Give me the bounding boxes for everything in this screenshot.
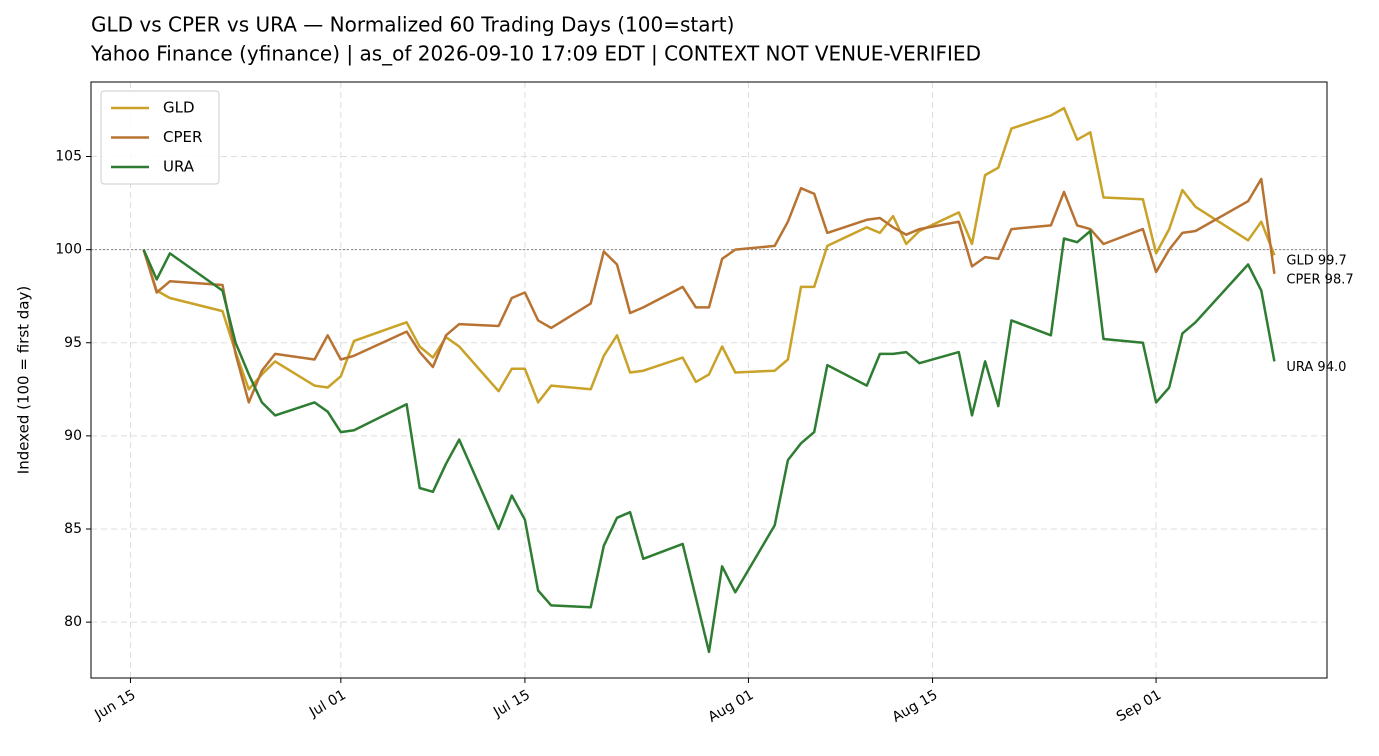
y-tick-label: 90: [64, 428, 82, 444]
chart-subtitle: Yahoo Finance (yfinance) | as_of 2026-09…: [90, 42, 981, 66]
end-label: URA 94.0: [1286, 360, 1346, 375]
y-tick-label: 80: [64, 614, 82, 630]
legend-label: GLD: [163, 99, 195, 117]
legend: GLD CPER URA: [100, 90, 220, 185]
y-axis-label: Indexed (100 = first day): [15, 286, 33, 474]
end-label: GLD 99.7: [1286, 254, 1346, 269]
y-tick-label: 95: [64, 335, 82, 351]
chart-title: GLD vs CPER vs URA — Normalized 60 Tradi…: [91, 13, 734, 37]
y-tick-label: 100: [55, 242, 82, 258]
y-tick-label: 85: [64, 521, 82, 537]
legend-label: CPER: [163, 128, 202, 146]
series-line: [142, 229, 1276, 654]
end-label: CPER 98.7: [1286, 272, 1353, 287]
legend-box: [100, 90, 220, 185]
y-tick-label: 105: [55, 149, 82, 165]
series-line: [142, 177, 1276, 404]
series-line: [142, 106, 1276, 404]
plot-frame: [90, 81, 1328, 679]
legend-label: URA: [163, 158, 195, 176]
